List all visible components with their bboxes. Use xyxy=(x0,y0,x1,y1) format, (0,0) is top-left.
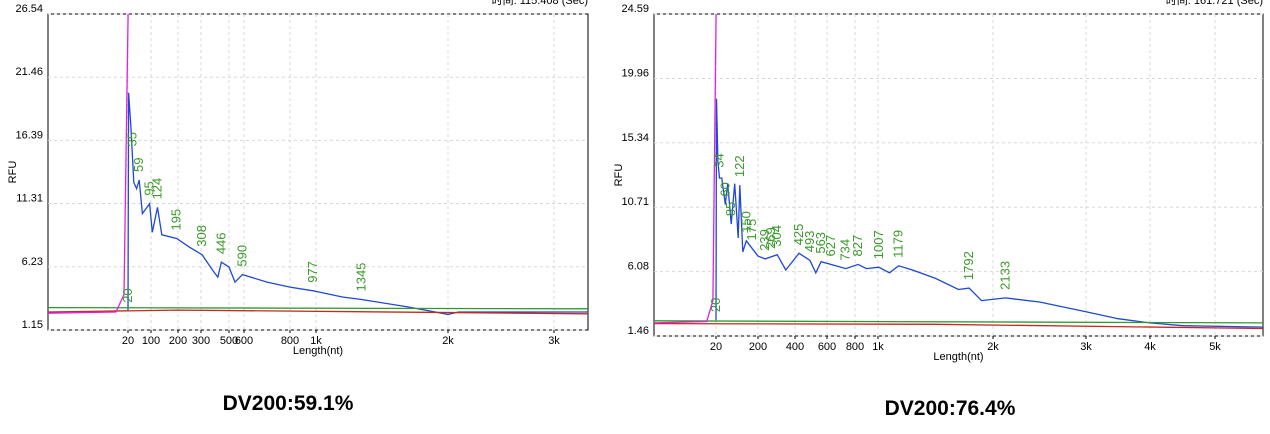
y-axis-label: RFU xyxy=(613,164,625,187)
peak-label: 563 xyxy=(813,232,828,254)
peak-label: 734 xyxy=(838,239,853,261)
peak-label: 20 xyxy=(120,288,135,302)
trace xyxy=(715,98,1263,328)
y-tick-label: 19.96 xyxy=(621,67,649,79)
x-tick-label: 1k xyxy=(310,335,322,347)
peak-label: 239 xyxy=(757,229,772,251)
peak-label: 590 xyxy=(235,245,250,267)
x-tick-label: 800 xyxy=(281,335,299,347)
peak-label: 308 xyxy=(194,225,209,247)
y-tick-label: 6.23 xyxy=(22,256,43,268)
x-tick-label: 100 xyxy=(142,335,160,347)
x-tick-label: 4k xyxy=(1144,341,1156,353)
y-tick-label: 26.54 xyxy=(15,3,43,15)
peak-label: 304 xyxy=(769,225,784,247)
x-tick-label: 20 xyxy=(122,335,134,347)
peak-label: 1792 xyxy=(961,251,976,280)
y-axis-label: RFU xyxy=(7,161,19,184)
peak-label: 827 xyxy=(850,235,865,257)
y-tick-label: 1.46 xyxy=(628,325,649,337)
x-tick-label: 20 xyxy=(710,341,722,353)
x-tick-label: 300 xyxy=(192,335,210,347)
plot-area xyxy=(48,14,588,316)
peak-label: 35 xyxy=(124,132,139,146)
peak-label: 122 xyxy=(732,155,747,177)
x-tick-label: 2k xyxy=(987,341,999,353)
trace xyxy=(654,322,1263,330)
x-axis-label: Length(nt) xyxy=(933,351,983,363)
x-tick-label: 2k xyxy=(442,335,454,347)
peak-label: 1345 xyxy=(354,263,369,292)
peak-label: 60 xyxy=(717,182,732,196)
peak-label: 269 xyxy=(763,227,778,249)
y-tick-label: 16.39 xyxy=(15,129,43,141)
y-tick-label: 21.46 xyxy=(15,66,43,78)
peak-label: 977 xyxy=(305,261,320,283)
y-tick-label: 1.15 xyxy=(22,319,43,331)
peak-label: 95 xyxy=(142,181,157,195)
y-tick-label: 11.31 xyxy=(16,193,43,205)
peak-label: 1007 xyxy=(871,230,886,259)
peak-label: 150 xyxy=(738,211,753,233)
x-tick-label: 200 xyxy=(169,335,187,347)
peak-label: 85 xyxy=(723,202,738,216)
plot-area xyxy=(654,14,1263,330)
y-tick-label: 6.08 xyxy=(628,261,649,273)
trace xyxy=(48,306,588,310)
x-tick-label: 600 xyxy=(235,335,253,347)
peak-label: 1179 xyxy=(891,230,906,258)
trace xyxy=(654,14,717,324)
x-tick-label: 200 xyxy=(749,341,767,353)
x-tick-label: 400 xyxy=(786,341,804,353)
trace xyxy=(48,309,588,315)
plot-frame xyxy=(47,13,589,331)
x-tick-label: 600 xyxy=(818,341,836,353)
peak-label: 627 xyxy=(823,235,838,257)
peak-label: 446 xyxy=(213,232,228,254)
x-axis-label: Length(nt) xyxy=(293,345,343,357)
peak-label: 175 xyxy=(744,219,759,241)
peak-label: 34 xyxy=(711,153,726,167)
y-tick-label: 15.34 xyxy=(621,132,649,144)
x-tick-label: 3k xyxy=(1080,341,1092,353)
peak-label: 195 xyxy=(169,209,184,231)
y-tick-label: 24.59 xyxy=(621,3,649,15)
peak-label: 425 xyxy=(791,224,806,246)
x-tick-label: 800 xyxy=(846,341,864,353)
peak-label: 124 xyxy=(149,178,164,200)
peak-label: 493 xyxy=(802,231,817,253)
x-tick-label: 5k xyxy=(1209,341,1221,353)
x-tick-label: 1k xyxy=(872,341,884,353)
x-tick-label: 500 xyxy=(220,335,238,347)
peak-label: 2133 xyxy=(997,261,1012,290)
peak-label: 59 xyxy=(131,158,146,172)
x-tick-label: 3k xyxy=(548,335,560,347)
trace xyxy=(127,92,588,316)
dv200-caption: DV200:59.1% xyxy=(223,392,354,415)
trace xyxy=(48,14,129,314)
time-label: 时间: 161.721 (Sec) xyxy=(1166,0,1263,7)
trace xyxy=(654,320,1263,324)
dv200-caption: DV200:76.4% xyxy=(885,397,1016,420)
time-label: 时间: 115.408 (Sec) xyxy=(492,0,588,7)
peak-label: 20 xyxy=(708,298,723,312)
y-tick-label: 10.71 xyxy=(621,196,649,208)
plot-frame xyxy=(653,13,1264,337)
